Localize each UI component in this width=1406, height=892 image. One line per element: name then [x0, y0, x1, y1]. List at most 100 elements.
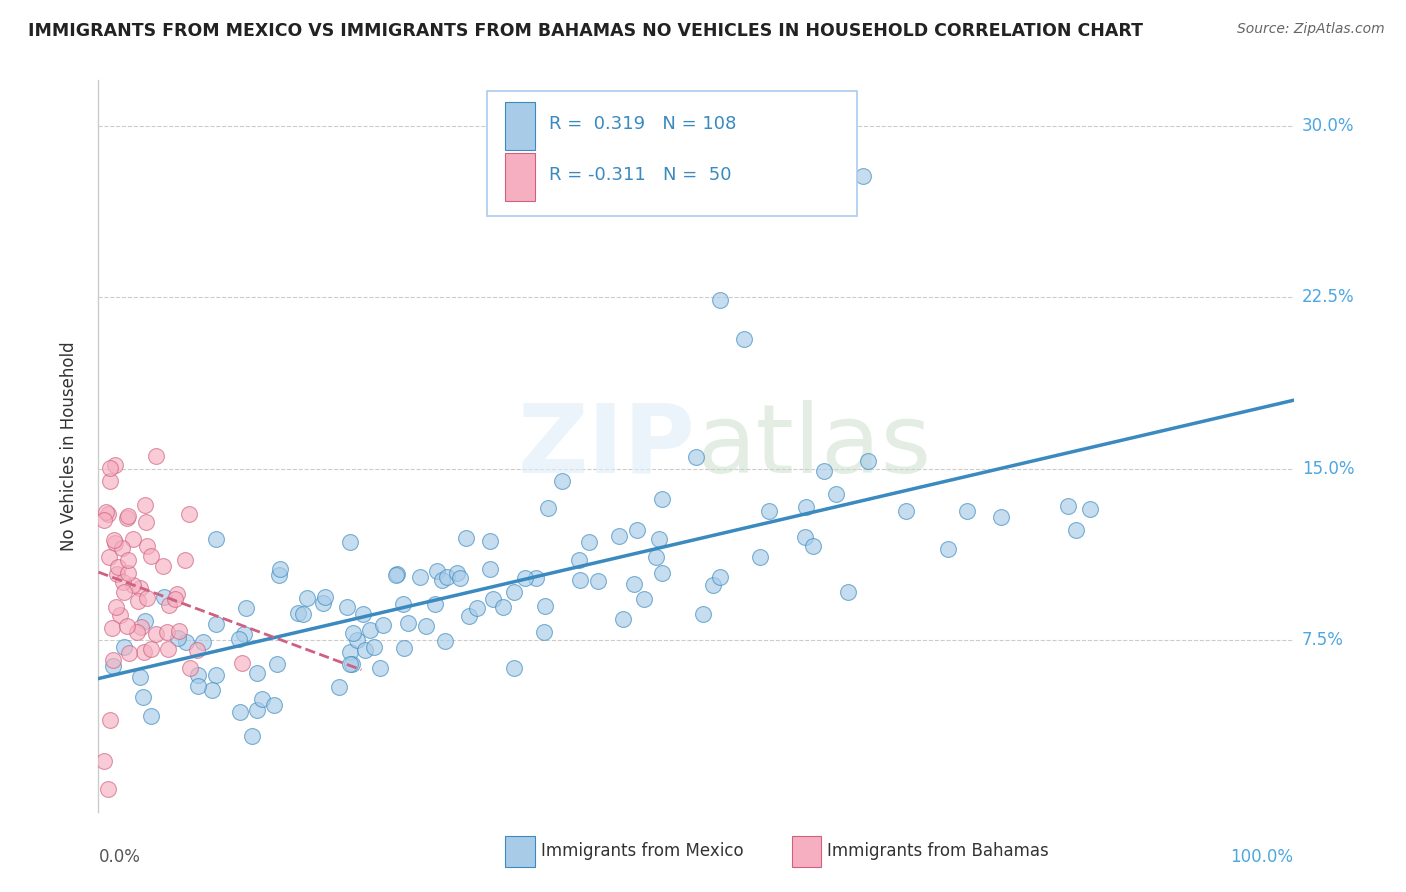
Point — [702, 578, 724, 592]
Point — [481, 591, 503, 606]
Point — [110, 541, 132, 555]
Point — [103, 533, 125, 547]
Point — [794, 530, 817, 544]
Point — [136, 591, 159, 606]
Point — [139, 549, 162, 564]
Point — [385, 568, 408, 582]
Point — [748, 549, 770, 564]
Y-axis label: No Vehicles in Household: No Vehicles in Household — [59, 341, 77, 551]
Point — [578, 535, 600, 549]
Point — [93, 755, 115, 769]
Point — [692, 607, 714, 622]
Point — [174, 553, 197, 567]
Point — [101, 659, 124, 673]
Point — [685, 450, 707, 465]
Point — [118, 646, 141, 660]
Point — [449, 571, 471, 585]
Point — [346, 633, 368, 648]
Point — [368, 661, 391, 675]
Point — [478, 534, 501, 549]
Point — [328, 680, 350, 694]
Text: Immigrants from Mexico: Immigrants from Mexico — [541, 842, 744, 860]
Bar — [792, 836, 821, 867]
Point — [112, 640, 135, 654]
Point — [612, 612, 634, 626]
Text: 15.0%: 15.0% — [1302, 460, 1354, 478]
Point — [626, 523, 648, 537]
Point — [352, 607, 374, 622]
Point — [246, 666, 269, 681]
Point — [956, 503, 979, 517]
Point — [371, 618, 394, 632]
Point — [990, 510, 1012, 524]
Point — [837, 584, 859, 599]
Point — [436, 569, 458, 583]
Point — [709, 293, 731, 307]
Bar — [505, 153, 534, 201]
Text: 0.0%: 0.0% — [98, 848, 141, 866]
Point — [94, 505, 117, 519]
Point — [392, 597, 415, 611]
Point — [263, 698, 285, 713]
Point — [98, 714, 122, 728]
Point — [1057, 500, 1080, 514]
Point — [187, 679, 209, 693]
Point — [852, 169, 875, 184]
Point — [623, 576, 645, 591]
Point — [145, 627, 167, 641]
Point — [93, 513, 115, 527]
Point — [1066, 523, 1088, 537]
Point — [191, 635, 214, 649]
Point — [129, 581, 152, 595]
Text: 7.5%: 7.5% — [1302, 632, 1344, 649]
Point — [110, 608, 132, 623]
Point — [648, 532, 671, 546]
Point — [287, 606, 309, 620]
Point — [134, 614, 156, 628]
Point — [1078, 502, 1101, 516]
Point — [456, 531, 478, 545]
Point — [426, 564, 449, 578]
Point — [179, 661, 201, 675]
Point — [103, 653, 125, 667]
Point — [645, 549, 668, 564]
Point — [159, 598, 181, 612]
Point — [568, 553, 591, 567]
Point — [733, 332, 755, 346]
Point — [550, 474, 572, 488]
Point — [187, 668, 209, 682]
Text: 30.0%: 30.0% — [1302, 117, 1354, 135]
Point — [157, 641, 180, 656]
Point — [111, 574, 134, 589]
Point — [132, 690, 155, 704]
Point — [98, 474, 121, 488]
Point — [129, 620, 152, 634]
Point — [465, 601, 488, 615]
Point — [235, 600, 257, 615]
Point — [139, 641, 162, 656]
Point — [297, 591, 319, 605]
Point — [267, 568, 290, 582]
Bar — [505, 836, 534, 867]
Point — [105, 566, 128, 581]
Text: R =  0.319   N = 108: R = 0.319 N = 108 — [548, 115, 737, 133]
Point — [246, 702, 269, 716]
Text: R = -0.311   N =  50: R = -0.311 N = 50 — [548, 167, 731, 185]
Point — [127, 594, 149, 608]
Point — [228, 632, 250, 647]
Point — [250, 691, 273, 706]
Point — [586, 574, 609, 588]
Point — [359, 623, 381, 637]
Point — [342, 657, 364, 671]
Point — [269, 562, 291, 576]
Point — [503, 585, 526, 599]
Point — [135, 515, 157, 529]
Point — [446, 566, 468, 581]
Point — [201, 682, 224, 697]
Point — [569, 573, 592, 587]
Point — [104, 458, 127, 472]
Point — [204, 532, 226, 546]
Point — [229, 705, 252, 719]
Point — [232, 626, 254, 640]
Point — [186, 643, 208, 657]
